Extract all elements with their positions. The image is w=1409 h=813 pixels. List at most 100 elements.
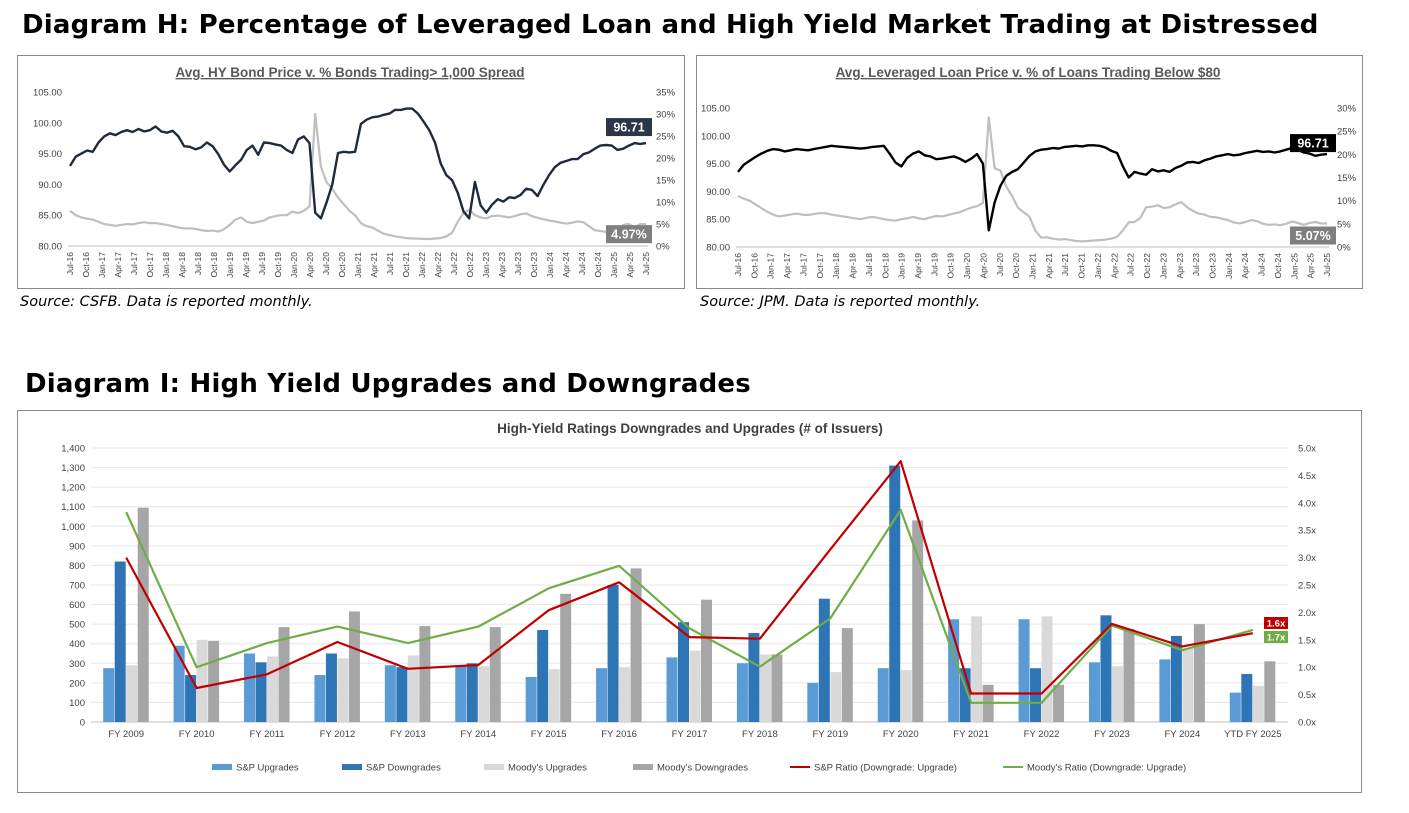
right-chart-source: Source: JPM. Data is reported monthly.: [700, 294, 981, 310]
y-left-tick-label: 800: [69, 561, 85, 572]
moodys-upgrades-bar: [407, 655, 419, 722]
y-right-tick-label: 3.0x: [1298, 553, 1316, 564]
y-left-tick-label: 300: [69, 659, 85, 670]
sp-downgrades-bar: [396, 667, 408, 722]
moodys-upgrades-bar: [337, 658, 349, 722]
y-left-tick-label: 80.00: [706, 243, 730, 254]
x-tick-label: Apr-22: [1109, 253, 1119, 279]
x-tick-label: Jan-20: [962, 253, 972, 279]
moodys-downgrades-bar: [278, 627, 290, 722]
moodys-upgrades-bar: [971, 616, 983, 722]
sp-downgrades-bar: [185, 675, 197, 722]
x-tick-label: Apr-25: [1306, 253, 1316, 279]
end-label-pct-box: [606, 225, 652, 244]
x-tick-label: Jul-18: [193, 252, 203, 275]
legend-sp-upgrades-swatch: [212, 764, 232, 770]
moodys-upgrades-bar: [196, 639, 208, 722]
leveraged-loan-price-chart-panel: Avg. Leveraged Loan Price v. % of Loans …: [696, 55, 1363, 289]
y-left-tick-label: 100.00: [701, 131, 730, 142]
sp-upgrades-bar: [666, 657, 678, 722]
y-right-tick-label: 15%: [656, 176, 676, 187]
x-tick-label: Apr-24: [1240, 253, 1250, 279]
x-tick-label: Jan-19: [225, 252, 235, 278]
x-tick-label: Apr-20: [305, 252, 315, 278]
sp-downgrades-bar: [607, 585, 619, 722]
x-tick-label: Oct-19: [273, 252, 283, 278]
x-tick-label: Apr-18: [177, 252, 187, 278]
x-tick-label: Jul-19: [929, 253, 939, 276]
moodys-ratio-end-label-box: [1264, 631, 1288, 643]
x-tick-label: Apr-21: [369, 252, 379, 278]
y-right-tick-label: 15%: [1337, 173, 1357, 184]
y-right-tick-label: 0.0x: [1298, 718, 1316, 729]
x-category-label: FY 2018: [742, 729, 778, 740]
legend-sp-downgrades-swatch: [342, 764, 362, 770]
moodys-downgrades-bar: [630, 568, 642, 722]
x-category-label: FY 2013: [390, 729, 426, 740]
ratings-upgrades-downgrades-chart: High-Yield Ratings Downgrades and Upgrad…: [61, 421, 1316, 774]
diagram-i-heading: Diagram I: High Yield Upgrades and Downg…: [25, 369, 751, 399]
x-category-label: YTD FY 2025: [1224, 729, 1281, 740]
x-tick-label: Oct-18: [209, 252, 219, 278]
x-tick-label: Jan-18: [831, 253, 841, 279]
y-right-tick-label: 0%: [1337, 243, 1351, 254]
sp-downgrades-bar: [114, 561, 126, 722]
x-tick-label: Jan-24: [545, 252, 555, 278]
sp-upgrades-bar: [314, 675, 326, 722]
ratings-chart-panel: High-Yield Ratings Downgrades and Upgrad…: [17, 410, 1362, 793]
left-chart-source: Source: CSFB. Data is reported monthly.: [20, 294, 313, 310]
x-tick-label: Jan-17: [97, 252, 107, 278]
moodys-downgrades-bar: [701, 599, 712, 722]
x-tick-label: Jan-21: [1028, 253, 1038, 279]
moodys-downgrades-bar: [1053, 684, 1065, 722]
y-left-tick-label: 600: [69, 600, 85, 611]
y-left-tick-label: 1,200: [61, 483, 85, 494]
moodys-downgrades-bar: [348, 611, 360, 722]
x-tick-label: Apr-19: [241, 252, 251, 278]
y-left-tick-label: 500: [69, 620, 85, 631]
x-tick-label: Apr-23: [497, 252, 507, 278]
y-right-tick-label: 20%: [1337, 150, 1357, 161]
leveraged-loan-price-chart: Avg. Leveraged Loan Price v. % of Loans …: [701, 65, 1357, 279]
x-tick-label: Jul-16: [733, 253, 743, 276]
x-tick-label: Oct-20: [337, 252, 347, 278]
x-tick-label: Apr-18: [848, 253, 858, 279]
moodys-upgrades-bar: [1111, 666, 1123, 722]
end-label-price: 96.71: [1297, 137, 1328, 151]
moodys-downgrades-bar: [137, 507, 149, 722]
legend-sp-downgrades: S&P Downgrades: [366, 763, 441, 774]
y-left-tick-label: 90.00: [38, 180, 62, 191]
legend-moodys-downgrades-swatch: [633, 764, 653, 770]
y-left-tick-label: 1,000: [61, 522, 85, 533]
moodys-downgrades-bar: [912, 520, 924, 722]
y-right-tick-label: 35%: [656, 88, 676, 99]
x-category-label: FY 2019: [812, 729, 848, 740]
sp-downgrades-bar: [748, 632, 760, 722]
y-left-tick-label: 80.00: [38, 242, 62, 253]
x-tick-label: Jan-22: [417, 252, 427, 278]
x-tick-label: Jan-21: [353, 252, 363, 278]
x-tick-label: Jul-20: [995, 253, 1005, 276]
sp-upgrades-bar: [807, 682, 819, 722]
y-right-tick-label: 0%: [656, 242, 670, 253]
y-right-tick-label: 25%: [656, 132, 676, 143]
moodys-upgrades-bar: [689, 650, 701, 722]
y-left-tick-label: 100: [69, 698, 85, 709]
moodys-upgrades-bar: [1182, 647, 1194, 722]
sp-downgrades-bar: [1170, 635, 1182, 722]
end-label-price-box: [1290, 134, 1336, 153]
y-left-tick-label: 400: [69, 639, 85, 650]
moodys-downgrades-bar: [1264, 661, 1276, 722]
sp-upgrades-bar: [244, 653, 256, 722]
x-tick-label: Jul-16: [65, 252, 75, 275]
x-tick-label: Jul-17: [798, 253, 808, 276]
moodys-upgrades-bar: [759, 654, 771, 722]
hy-bond-price-chart-panel: Avg. HY Bond Price v. % Bonds Trading> 1…: [17, 55, 685, 289]
moodys-downgrades-bar: [771, 654, 783, 722]
pct-trading-distressed-line: [69, 112, 646, 241]
y-left-tick-label: 0: [80, 718, 85, 729]
y-left-tick-label: 90.00: [706, 187, 730, 198]
x-tick-label: Jul-22: [449, 252, 459, 275]
y-right-tick-label: 10%: [1337, 196, 1357, 207]
sp-upgrades-bar: [455, 665, 467, 722]
